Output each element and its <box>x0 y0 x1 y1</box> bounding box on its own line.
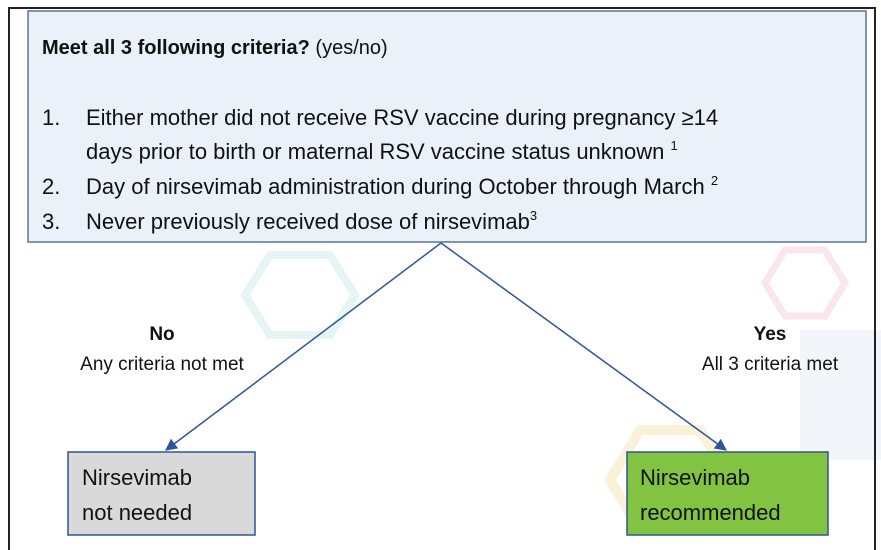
item-number: 3. <box>42 209 60 234</box>
outcome-no-box <box>67 451 256 536</box>
title-rest: (yes/no) <box>315 37 387 59</box>
outcome-text: recommended <box>640 500 781 525</box>
item-line: days prior to birth or maternal RSV vacc… <box>86 139 664 164</box>
decor-shape <box>800 330 881 460</box>
no-detail: Any criteria not met <box>80 354 244 375</box>
item-text: Either mother did not receive RSV vaccin… <box>86 105 718 130</box>
title-bold: Meet all 3 following criteria? <box>42 37 310 59</box>
superscript: 3 <box>530 208 537 223</box>
outcome-text: Nirsevimab <box>640 465 750 490</box>
title: Meet all 3 following criteria? (yes/no) <box>42 37 388 59</box>
no-label: No <box>149 324 174 345</box>
decor-hex <box>240 251 360 339</box>
item-text: Never previously received dose of nirsev… <box>86 208 537 234</box>
superscript: 1 <box>671 138 678 153</box>
outcome-text: not needed <box>82 500 192 525</box>
arrow-no <box>165 242 442 451</box>
superscript: 2 <box>711 173 718 188</box>
item-text: Day of nirsevimab administration during … <box>86 173 718 199</box>
item-line: Never previously received dose of nirsev… <box>86 209 530 234</box>
criteria-box <box>27 10 867 243</box>
item-number: 2. <box>42 174 60 199</box>
outcome-text: Nirsevimab <box>82 465 192 490</box>
item-number: 1. <box>42 105 60 130</box>
item-text: days prior to birth or maternal RSV vacc… <box>86 138 678 164</box>
yes-detail: All 3 criteria met <box>702 354 839 375</box>
arrow-yes <box>440 242 727 451</box>
outcome-yes-box <box>626 451 829 536</box>
yes-label: Yes <box>754 324 787 345</box>
item-line: Day of nirsevimab administration during … <box>86 174 705 199</box>
decor-hex <box>760 246 850 320</box>
frame <box>8 7 876 550</box>
